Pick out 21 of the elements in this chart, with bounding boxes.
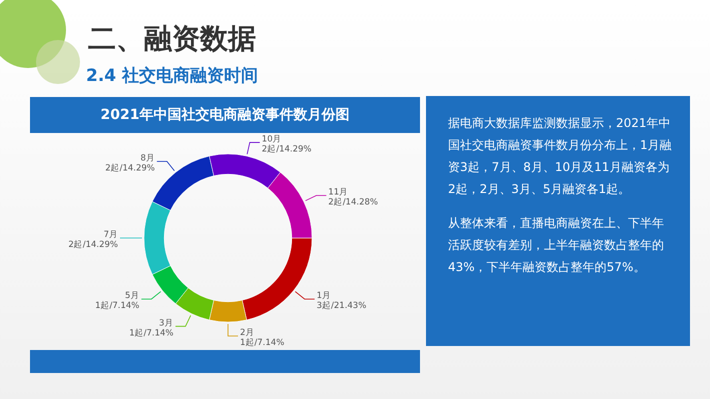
data-label: 1起/7.14%: [240, 337, 284, 348]
text: 二、融资数据: [88, 21, 256, 57]
data-label: 2起/14.29%: [105, 162, 155, 174]
slice-label: 7月: [104, 230, 118, 240]
slice-label: 3月: [159, 318, 174, 328]
data-label: 3起/21.43%: [316, 300, 366, 312]
slice-label: 8月: [140, 153, 155, 164]
slice-label: 10月: [262, 134, 282, 144]
data-label: 1起/7.14%: [95, 300, 140, 312]
text: 据电商大数据库监测数据显示，2021年中国社交电商融资事件数月份分布上，1月融资3起，7月、8月、10月及11月融资各为2起，2月、3月、5月融资各1起。: [448, 115, 672, 198]
slice-label: 1月: [316, 291, 332, 302]
slice-label: 2月: [240, 328, 254, 338]
data-label: 2起/14.28%: [328, 196, 378, 208]
slice-label: 5月: [124, 291, 140, 302]
data-label: 2起/14.29%: [262, 143, 312, 154]
text: 2.4 社交电商融资时间: [86, 65, 258, 87]
text: 从整体来看，直播电商融资在上、下半年活跃度较有差别，上半年融资数占整年的43%，下半年融资数占整年的57%。: [448, 215, 665, 276]
data-label: 2起/14.29%: [68, 239, 118, 250]
slice-label: 11月: [328, 187, 348, 198]
data-label: 1起/7.14%: [129, 327, 174, 338]
chart-title: 2021年中国社交电商融资事件数月份图: [30, 97, 420, 133]
